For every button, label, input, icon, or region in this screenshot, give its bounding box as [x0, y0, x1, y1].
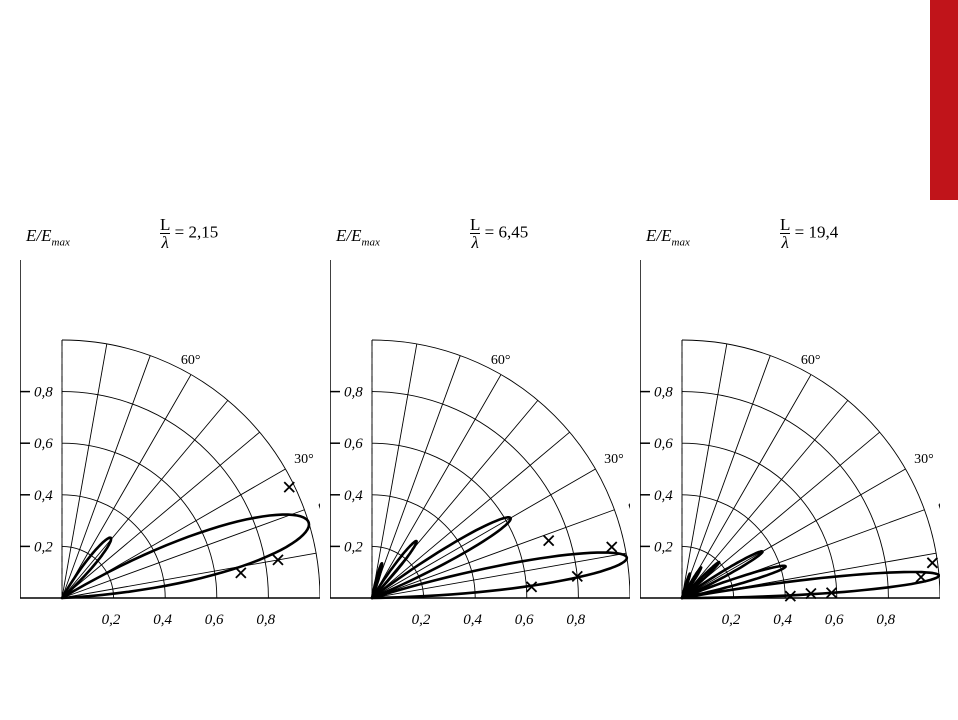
y-axis-title-sub: max	[362, 236, 380, 248]
angle-label: 30°	[914, 452, 934, 467]
polar-panel: 0,20,40,60,80,20,40,60,80°30°60°E/EmaxLλ…	[330, 210, 630, 670]
polar-chart: 0,20,40,60,80,20,40,60,80°30°60°	[20, 210, 320, 670]
y-axis-title-sub: max	[52, 236, 70, 248]
param-label: Lλ = 2,15	[160, 216, 218, 251]
x-tick-label: 0,4	[463, 612, 482, 628]
y-axis-title-text: E/E	[336, 226, 362, 245]
accent-bar	[930, 0, 958, 200]
param-num: L	[470, 216, 480, 233]
y-axis-title: E/Emax	[336, 226, 380, 248]
x-tick-label: 0,6	[825, 612, 844, 628]
polar-chart: 0,20,40,60,80,20,40,60,80°30°60°	[640, 210, 940, 670]
param-label: Lλ = 6,45	[470, 216, 528, 251]
direction-arrow-arc	[939, 504, 940, 574]
grid-radial	[62, 432, 260, 598]
angle-label: 60°	[491, 353, 511, 368]
param-num: L	[780, 216, 790, 233]
param-value: 19,4	[808, 222, 838, 241]
y-tick-label: 0,4	[344, 488, 363, 504]
y-tick-label: 0,8	[344, 385, 363, 401]
y-tick-label: 0,8	[34, 385, 53, 401]
angle-label: 60°	[181, 353, 201, 368]
y-tick-label: 0,2	[654, 539, 673, 555]
polar-chart: 0,20,40,60,80,20,40,60,80°30°60°	[330, 210, 630, 670]
x-tick-label: 0,2	[102, 612, 121, 628]
x-tick-label: 0,4	[773, 612, 792, 628]
grid-radial	[62, 400, 228, 598]
param-den: λ	[470, 233, 480, 251]
y-tick-label: 0,6	[344, 436, 363, 452]
grid-radial	[682, 432, 880, 598]
angle-label: 30°	[294, 452, 314, 467]
y-tick-label: 0,6	[34, 436, 53, 452]
x-tick-label: 0,2	[722, 612, 741, 628]
param-den: λ	[160, 233, 170, 251]
data-marker-x	[273, 555, 283, 565]
x-tick-label: 0,8	[876, 612, 895, 628]
polar-panel: 0,20,40,60,80,20,40,60,80°30°60°E/EmaxLλ…	[20, 210, 320, 670]
y-axis-title-text: E/E	[646, 226, 672, 245]
param-num: L	[160, 216, 170, 233]
y-tick-label: 0,4	[34, 488, 53, 504]
direction-arrow-arc	[319, 504, 320, 574]
equals: =	[790, 222, 808, 241]
plots-container: 0,20,40,60,80,20,40,60,80°30°60°E/EmaxLλ…	[20, 210, 938, 670]
direction-arrow-arc	[629, 504, 630, 574]
y-tick-label: 0,6	[654, 436, 673, 452]
y-tick-label: 0,2	[34, 539, 53, 555]
x-tick-label: 0,6	[515, 612, 534, 628]
data-marker-x	[927, 558, 937, 568]
equals: =	[480, 222, 498, 241]
x-tick-label: 0,2	[412, 612, 431, 628]
y-tick-label: 0,2	[344, 539, 363, 555]
param-label: Lλ = 19,4	[780, 216, 838, 251]
x-tick-label: 0,8	[566, 612, 585, 628]
angle-label: 60°	[801, 353, 821, 368]
param-den: λ	[780, 233, 790, 251]
x-tick-label: 0,8	[256, 612, 275, 628]
data-marker-x	[284, 482, 294, 492]
x-tick-label: 0,6	[205, 612, 224, 628]
param-value: 2,15	[188, 222, 218, 241]
grid-radial	[372, 432, 570, 598]
data-marker-x	[544, 536, 554, 546]
angle-label: 30°	[604, 452, 624, 467]
data-marker-x	[607, 542, 617, 552]
param-fraction: Lλ	[780, 216, 790, 251]
data-marker-x	[916, 572, 926, 582]
equals: =	[170, 222, 188, 241]
y-axis-title: E/Emax	[646, 226, 690, 248]
param-fraction: Lλ	[160, 216, 170, 251]
polar-panel: 0,20,40,60,80,20,40,60,80°30°60°E/EmaxLλ…	[640, 210, 940, 670]
y-axis-title-sub: max	[672, 236, 690, 248]
x-tick-label: 0,4	[153, 612, 172, 628]
y-axis-title-text: E/E	[26, 226, 52, 245]
param-value: 6,45	[498, 222, 528, 241]
y-tick-label: 0,8	[654, 385, 673, 401]
data-marker-x	[236, 568, 246, 578]
y-axis-title: E/Emax	[26, 226, 70, 248]
y-tick-label: 0,4	[654, 488, 673, 504]
param-fraction: Lλ	[470, 216, 480, 251]
